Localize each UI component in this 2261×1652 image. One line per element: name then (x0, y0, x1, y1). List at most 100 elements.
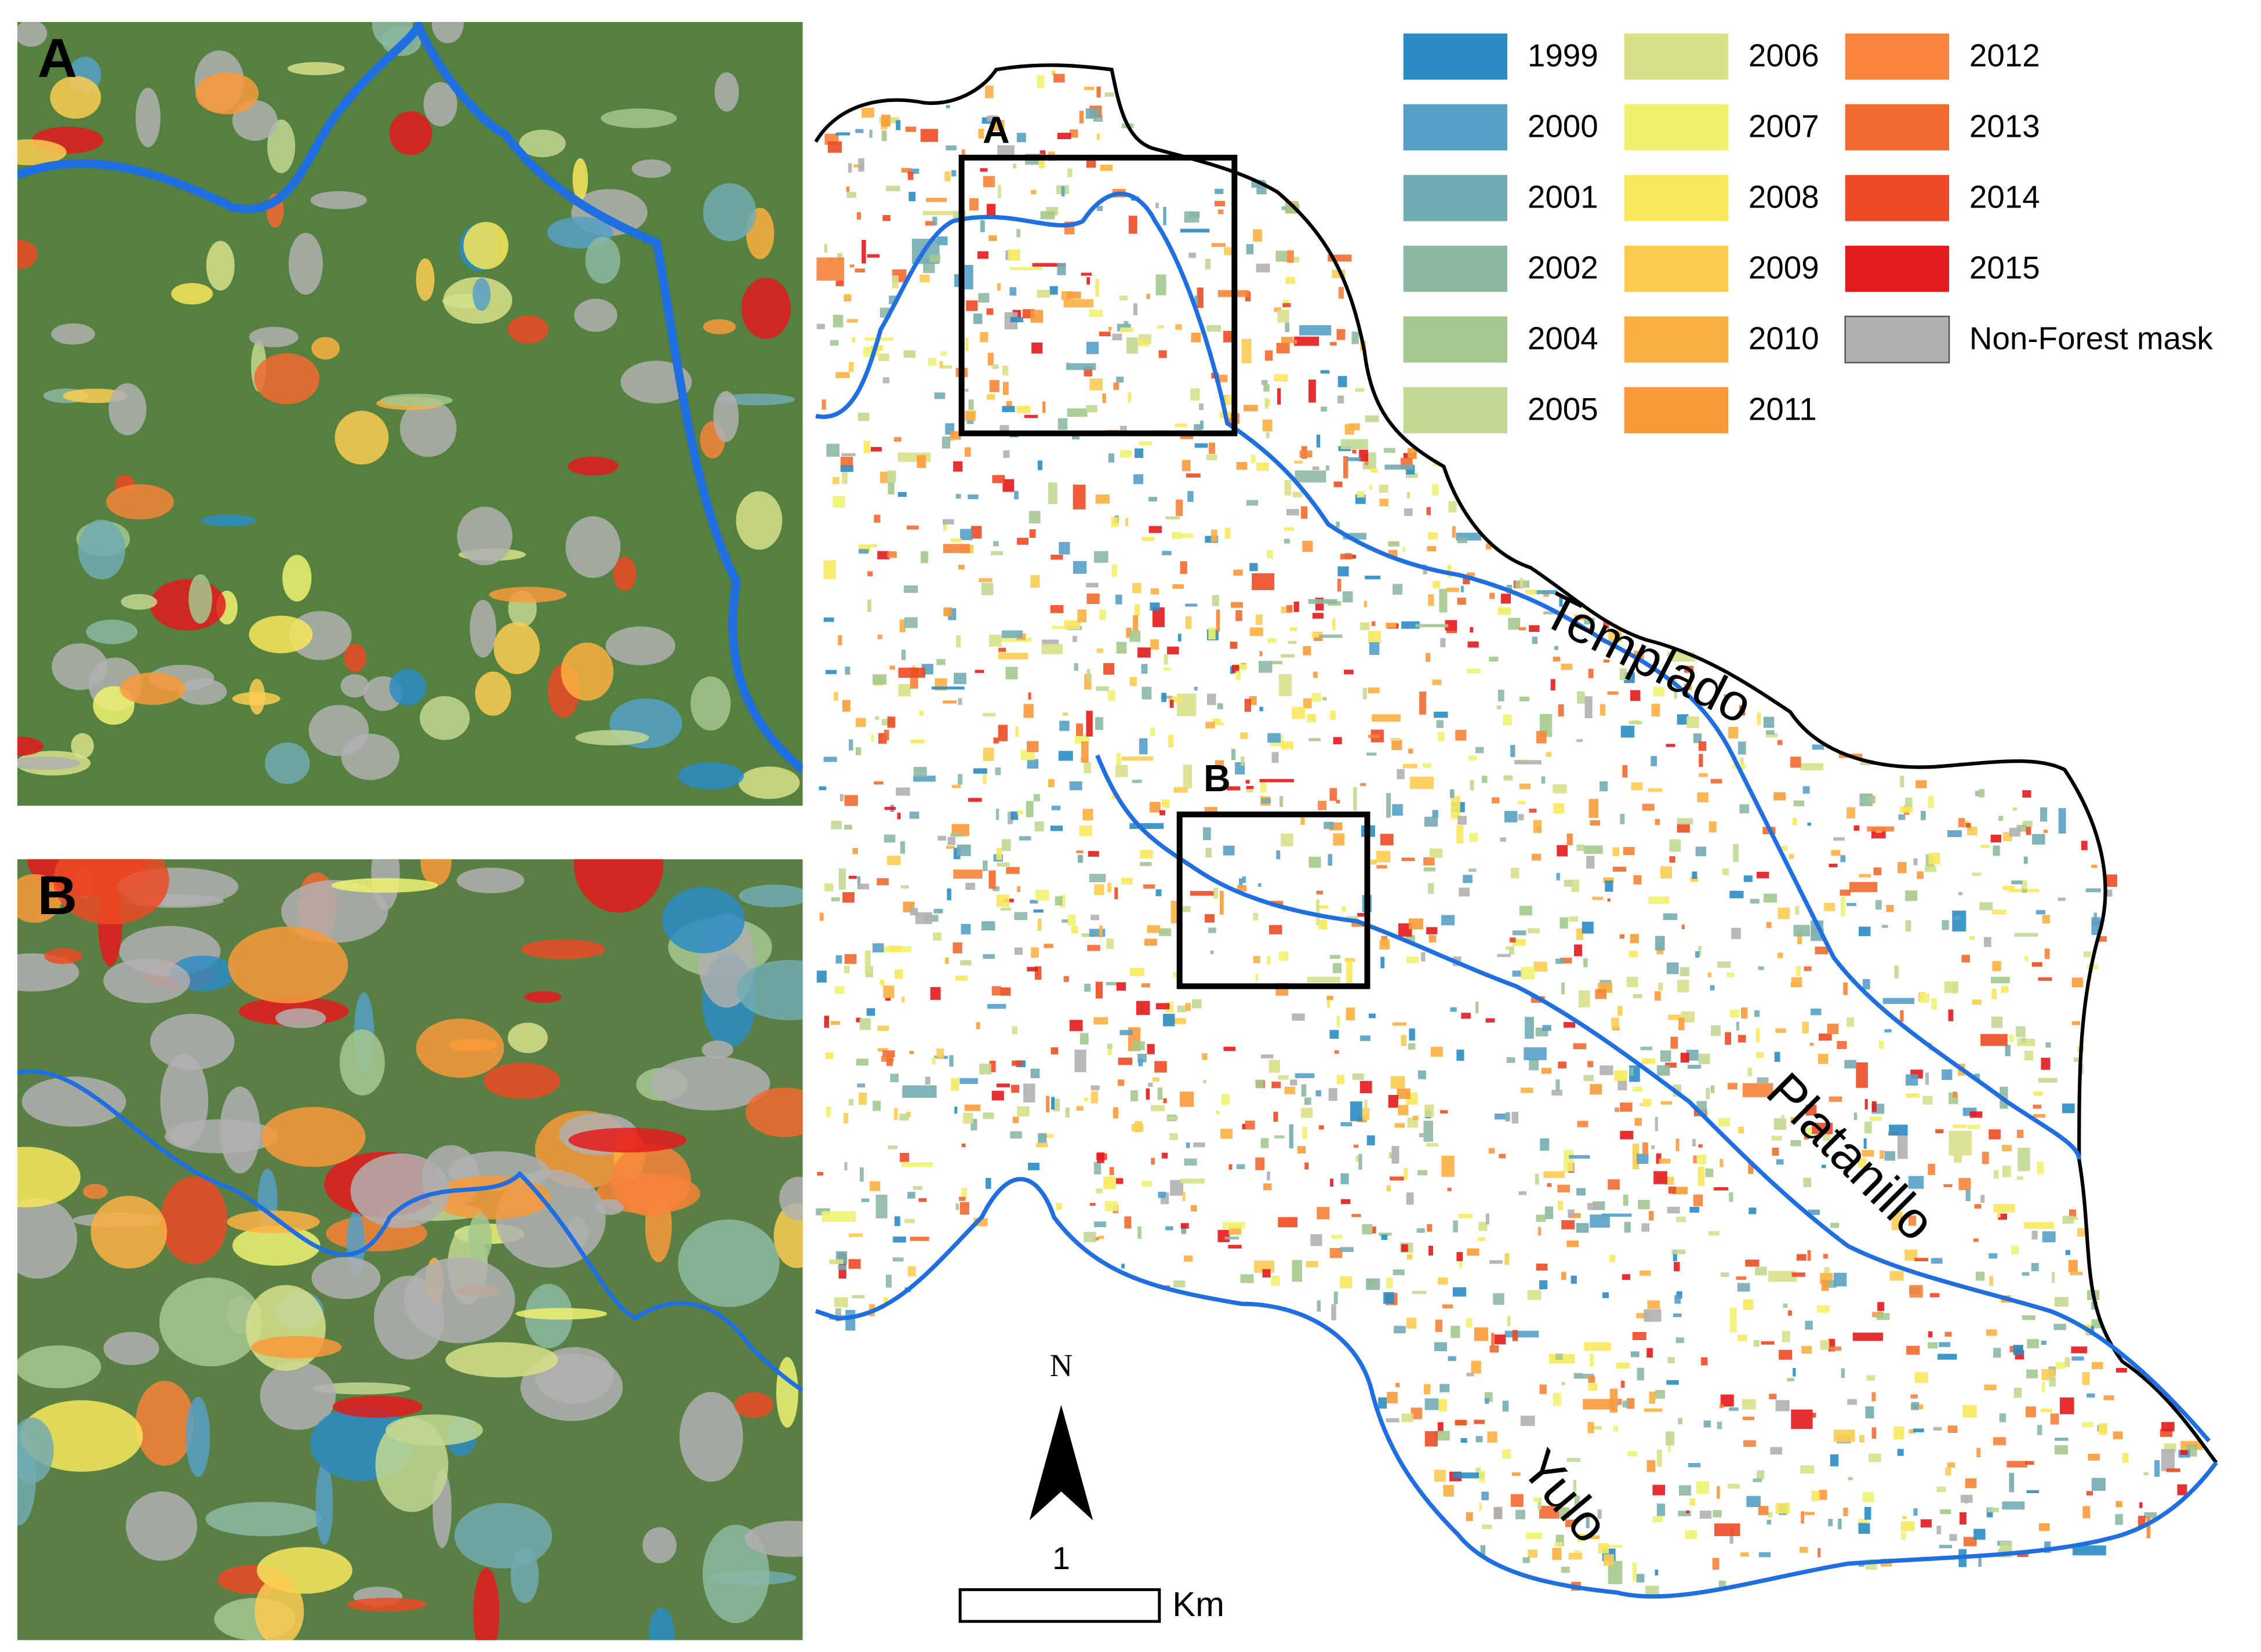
patch (1295, 1073, 1315, 1078)
patch (1944, 1331, 1952, 1337)
patch (1002, 479, 1015, 492)
patch (2072, 1545, 2106, 1556)
patch (1520, 1416, 1535, 1427)
patch (335, 410, 389, 465)
patch (1533, 820, 1542, 834)
patch (835, 955, 842, 964)
patch (1051, 805, 1060, 810)
patch (961, 1143, 966, 1147)
patch (1432, 679, 1442, 685)
patch (1725, 1032, 1732, 1045)
patch (1485, 1213, 1489, 1225)
patch (2098, 1423, 2107, 1435)
patch (1184, 1256, 1193, 1262)
patch (1949, 1130, 1972, 1156)
patch (1069, 1020, 1083, 1031)
patch (1366, 1135, 1375, 1145)
patch (1040, 1134, 1053, 1138)
patch (1455, 729, 1467, 741)
patch (1235, 610, 1242, 621)
patch (1157, 325, 1165, 329)
patch (1973, 1238, 1979, 1242)
patch (1485, 1018, 1495, 1023)
patch (1016, 229, 1021, 238)
patch (1975, 1271, 1985, 1281)
patch (2026, 1490, 2040, 1493)
patch (702, 1524, 770, 1624)
patch (475, 671, 511, 716)
patch (1411, 1407, 1423, 1420)
patch (841, 453, 856, 457)
patch (1758, 966, 1764, 970)
patch (2054, 1297, 2069, 1307)
patch (1312, 613, 1324, 619)
patch (1109, 1167, 1114, 1176)
patch (884, 730, 889, 741)
patch (1960, 1494, 1973, 1503)
patch (1616, 1362, 1630, 1369)
patch (873, 674, 887, 685)
patch (1388, 541, 1400, 547)
patch (1609, 1388, 1618, 1413)
patch (1329, 1248, 1343, 1258)
patch (988, 870, 996, 889)
patch (898, 667, 926, 678)
patch (2012, 807, 2017, 811)
patch (1928, 1331, 1933, 1338)
patch (1555, 958, 1564, 964)
patch (1474, 1327, 1488, 1341)
patch (2031, 962, 2042, 967)
patch (868, 544, 877, 548)
patch (2005, 1045, 2011, 1056)
patch (1308, 379, 1316, 403)
patch (1757, 871, 1769, 879)
patch (1395, 1382, 1400, 1388)
patch (1757, 1077, 1769, 1083)
patch (1087, 945, 1100, 951)
patch (1958, 1178, 1971, 1190)
patch (2024, 1461, 2034, 1465)
patch (1215, 188, 1224, 194)
patch (1050, 825, 1063, 831)
patch (1905, 890, 1918, 901)
patch (1168, 696, 1182, 703)
patch (1457, 816, 1467, 825)
patch (1829, 1096, 1842, 1102)
patch (1993, 1204, 2015, 1213)
patch (831, 897, 840, 901)
patch (2013, 1388, 2022, 1398)
patch (1844, 1060, 1856, 1069)
patch (1186, 1142, 1190, 1148)
patch (825, 669, 837, 674)
patch (380, 394, 453, 407)
patch (907, 168, 919, 174)
patch (1311, 693, 1321, 702)
patch (877, 1048, 888, 1052)
patch (1330, 1178, 1333, 1187)
patch (968, 494, 979, 500)
patch (1292, 707, 1306, 719)
patch (1623, 1194, 1628, 1206)
patch (817, 1171, 824, 1176)
patch (1897, 1134, 1908, 1159)
patch (21, 1076, 126, 1127)
patch (1285, 281, 1296, 284)
patch (1365, 415, 1379, 423)
patch (1057, 133, 1071, 140)
patch (565, 516, 621, 578)
patch (1433, 711, 1448, 718)
patch (1942, 920, 1949, 930)
patch (1576, 739, 1583, 743)
legend-label: Non-Forest mask (1969, 321, 2213, 356)
patch (228, 926, 348, 1003)
patch (1162, 799, 1170, 807)
patch (1084, 762, 1092, 774)
patch (1437, 1422, 1444, 1433)
patch (1073, 561, 1087, 574)
patch (90, 1195, 168, 1269)
patch (1539, 1384, 1547, 1395)
patch (430, 1176, 551, 1220)
patch (611, 1144, 691, 1217)
patch (1680, 1053, 1689, 1063)
patch (1456, 825, 1464, 844)
